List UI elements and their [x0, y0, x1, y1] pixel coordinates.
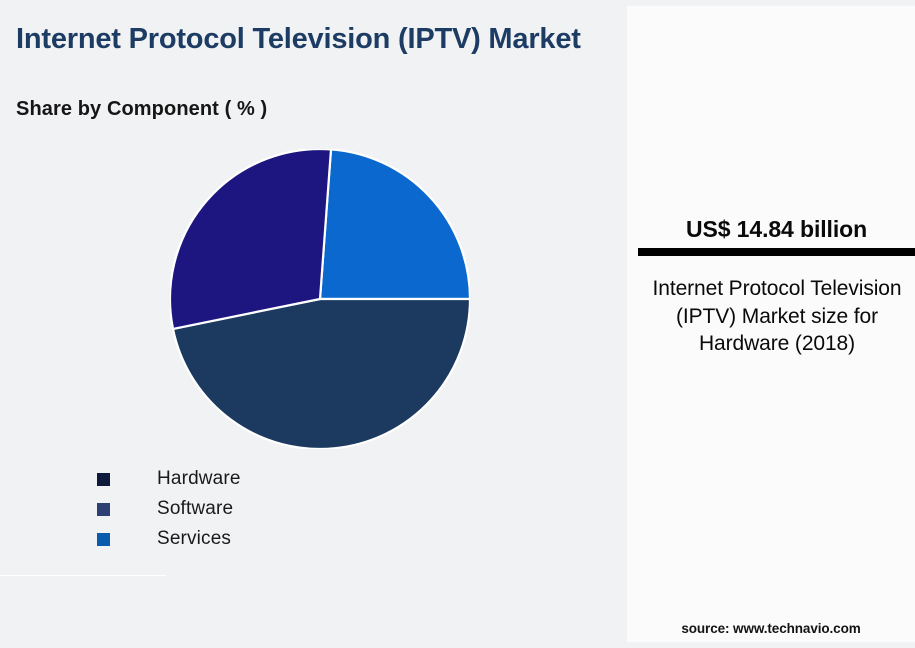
page-title: Internet Protocol Television (IPTV) Mark… [16, 23, 581, 55]
source-label: source: www.technavio.com [681, 621, 861, 636]
legend-swatch-software [97, 502, 110, 516]
kpi-value: US$ 14.84 billion [685, 216, 868, 242]
legend-label-services: Services [157, 528, 232, 549]
pie-chart [170, 149, 470, 449]
legend-item-software: Software [97, 494, 241, 524]
legend-label-software: Software [157, 498, 234, 519]
pie-slice-hardware [171, 297, 470, 449]
pie-slice-software [170, 149, 333, 331]
legend-swatch-services [97, 532, 110, 546]
kpi-description: Internet Protocol Television (IPTV) Mark… [652, 277, 902, 356]
legend-item-services: Services [97, 524, 241, 554]
pie-chart-svg [170, 149, 470, 449]
kpi-underline [638, 248, 915, 256]
legend-swatch-hardware [97, 472, 110, 486]
legend-item-hardware: Hardware [97, 464, 241, 494]
chart-subtitle: Share by Component ( % ) [16, 98, 268, 120]
chart-legend: Hardware Software Services [97, 464, 241, 554]
callout-panel: US$ 14.84 billion Internet Protocol Tele… [627, 6, 915, 642]
legend-label-hardware: Hardware [157, 468, 241, 489]
chart-panel: Internet Protocol Television (IPTV) Mark… [0, 23, 581, 576]
divider-rule [0, 575, 166, 576]
pie-slice-services [318, 149, 470, 301]
